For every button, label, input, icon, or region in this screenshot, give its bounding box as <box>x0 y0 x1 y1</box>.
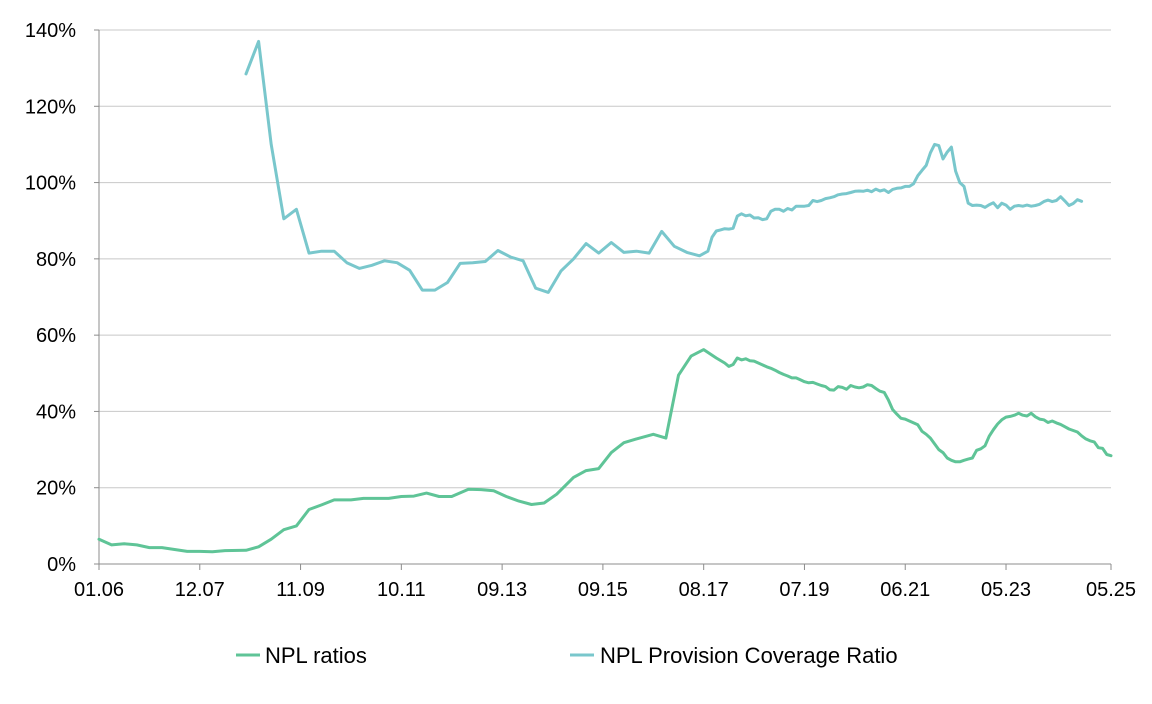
legend-label: NPL ratios <box>265 643 367 668</box>
y-tick-label: 140% <box>25 20 76 42</box>
x-tick-label: 05.25 <box>1086 579 1136 601</box>
x-tick-label: 08.17 <box>679 579 729 601</box>
y-axis-tick-labels: 0% 20% 40% 60% 80% 100% 120% 140% <box>25 20 76 576</box>
axes <box>94 29 1112 570</box>
x-tick-label: 12.07 <box>175 579 225 601</box>
series-lines <box>97 39 1113 554</box>
x-tick-label: 07.19 <box>779 579 829 601</box>
y-tick-label: 120% <box>25 96 76 118</box>
x-tick-label: 06.21 <box>880 579 930 601</box>
x-tick-label: 01.06 <box>74 579 124 601</box>
y-tick-label: 0% <box>47 554 76 576</box>
y-tick-label: 40% <box>36 401 76 423</box>
gridlines <box>99 29 1111 489</box>
y-tick-label: 20% <box>36 478 76 500</box>
series-line-npl-provision-coverage-ratio <box>244 39 1084 294</box>
y-tick-label: 100% <box>25 173 76 195</box>
x-tick-label: 09.13 <box>477 579 527 601</box>
legend-label: NPL Provision Coverage Ratio <box>600 643 898 668</box>
x-tick-label: 10.11 <box>377 579 426 601</box>
legend: NPL ratios NPL Provision Coverage Ratio <box>236 643 898 668</box>
x-tick-label: 09.15 <box>578 579 628 601</box>
y-tick-label: 80% <box>36 249 76 271</box>
x-axis-tick-labels: 01.06 12.07 11.09 10.11 09.13 09.15 08.17 07.19… <box>74 579 1136 601</box>
series-line-npl-ratios <box>97 348 1113 554</box>
y-tick-label: 60% <box>36 325 76 347</box>
x-tick-label: 05.23 <box>981 579 1031 601</box>
x-tick-label: 11.09 <box>276 579 325 601</box>
